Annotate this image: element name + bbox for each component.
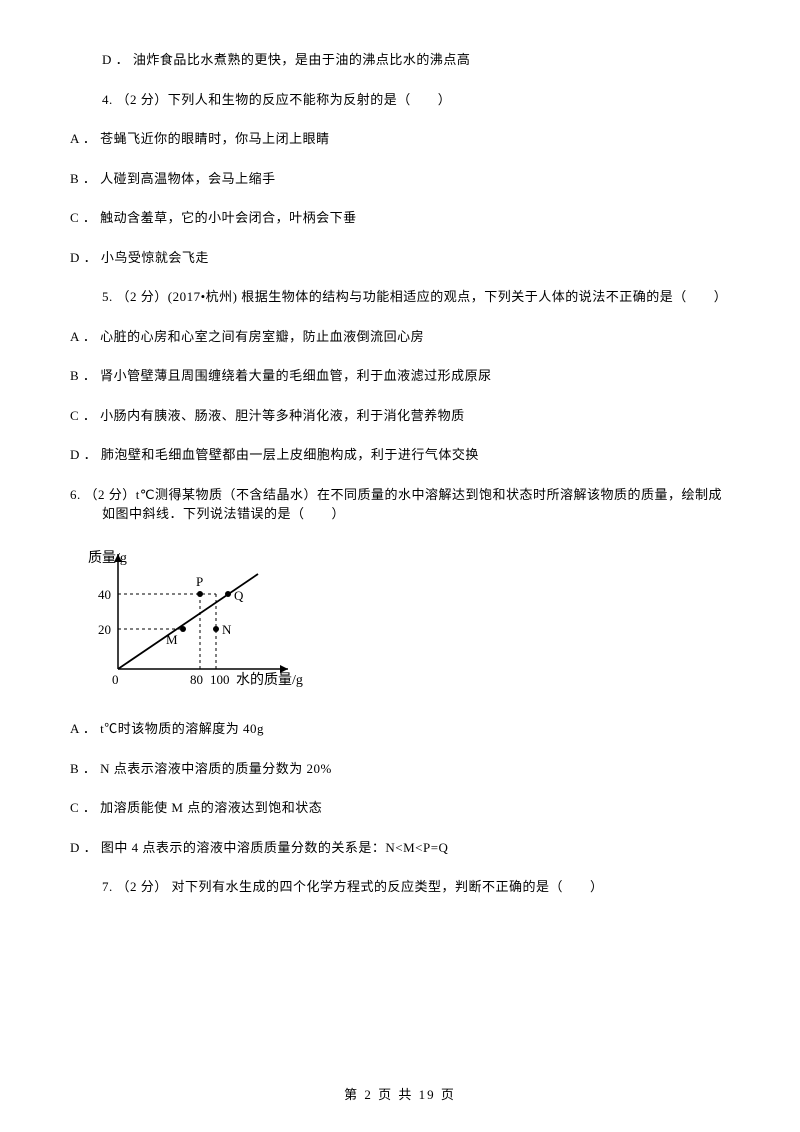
chart-label-q: Q (234, 588, 244, 603)
q6-option-b: B ． N 点表示溶液中溶质的质量分数为 20% (70, 759, 730, 779)
chart-ytick-20: 20 (98, 622, 111, 637)
q5-option-b: B ． 肾小管壁薄且周围缠绕着大量的毛细血管，利于血液滤过形成原尿 (70, 366, 730, 386)
q4-stem: 4. （2 分）下列人和生物的反应不能称为反射的是（ ） (70, 90, 730, 110)
chart-origin: 0 (112, 672, 119, 687)
chart-label-p: P (196, 574, 203, 589)
chart-xlabel: 水的质量/g (236, 672, 303, 688)
prev-option-d: D ． 油炸食品比水煮熟的更快，是由于油的沸点比水的沸点高 (70, 50, 730, 70)
q7-stem: 7. （2 分） 对下列有水生成的四个化学方程式的反应类型，判断不正确的是（ ） (70, 877, 730, 897)
q4-option-c: C ． 触动含羞草，它的小叶会闭合，叶柄会下垂 (70, 208, 730, 228)
q5-option-a: A ． 心脏的心房和心室之间有房室瓣，防止血液倒流回心房 (70, 327, 730, 347)
q4-option-b: B ． 人碰到高温物体，会马上缩手 (70, 169, 730, 189)
chart-xtick-80: 80 (190, 672, 203, 687)
q4-option-a: A ． 苍蝇飞近你的眼睛时，你马上闭上眼睛 (70, 129, 730, 149)
q6-stem: 6. （2 分）t℃测得某物质（不含结晶水）在不同质量的水中溶解达到饱和状态时所… (70, 485, 730, 524)
page-footer: 第 2 页 共 19 页 (0, 1085, 800, 1105)
chart-label-m: M (166, 632, 178, 647)
q5-option-d: D ． 肺泡壁和毛细血管壁都由一层上皮细胞构成，利于进行气体交换 (70, 445, 730, 465)
chart-label-n: N (222, 622, 232, 637)
q5-stem: 5. （2 分）(2017•杭州) 根据生物体的结构与功能相适应的观点，下列关于… (70, 287, 730, 307)
q6-option-a: A ． t℃时该物质的溶解度为 40g (70, 719, 730, 739)
chart-ytick-40: 40 (98, 587, 111, 602)
q4-option-d: D ． 小鸟受惊就会飞走 (70, 248, 730, 268)
chart-ylabel: 质量/g (88, 550, 127, 566)
solubility-chart: 质量/g 水的质量/g 20 40 80 100 0 M N P Q (88, 544, 730, 700)
q5-option-c: C ． 小肠内有胰液、肠液、胆汁等多种消化液，利于消化营养物质 (70, 406, 730, 426)
q6-option-d: D ． 图中 4 点表示的溶液中溶质质量分数的关系是：N<M<P=Q (70, 838, 730, 858)
q6-option-c: C ． 加溶质能使 M 点的溶液达到饱和状态 (70, 798, 730, 818)
chart-xtick-100: 100 (210, 672, 230, 687)
